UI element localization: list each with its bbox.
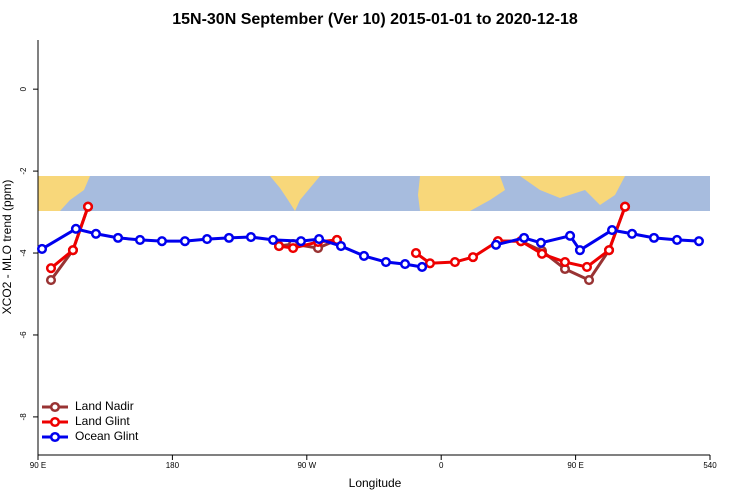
data-point [424, 258, 436, 269]
y-tick-label: -6 [19, 331, 28, 339]
data-point [201, 234, 213, 245]
x-axis-label: Longitude [349, 476, 402, 490]
data-point [410, 247, 422, 259]
y-tick-label: -8 [19, 413, 28, 421]
legend-marker [49, 416, 61, 428]
x-tick-label: 0 [439, 461, 444, 470]
data-point [223, 232, 235, 243]
data-point [574, 245, 585, 256]
data-point [449, 256, 460, 268]
data-point [273, 241, 285, 252]
y-tick-label: -2 [19, 167, 28, 175]
data-point [626, 228, 638, 239]
data-point [45, 263, 57, 274]
legend-label: Ocean Glint [75, 429, 139, 443]
data-point [606, 225, 618, 236]
data-point [134, 234, 146, 245]
legend-label: Land Glint [75, 414, 130, 428]
x-tick-label: 90 E [30, 461, 46, 470]
data-point [619, 201, 631, 212]
legend-label: Land Nadir [75, 399, 134, 413]
data-point [693, 236, 704, 247]
x-tick-label: 180 [166, 461, 180, 470]
map-strip [38, 176, 710, 211]
legend-marker [49, 401, 61, 413]
data-point [245, 232, 256, 243]
x-tick-label: 540 [703, 461, 717, 470]
data-point [82, 201, 94, 212]
data-point [648, 232, 660, 243]
data-point [295, 236, 307, 247]
data-point [519, 232, 530, 243]
data-point [535, 237, 547, 248]
chart-title: 15N-30N September (Ver 10) 2015-01-01 to… [172, 11, 578, 28]
data-point [671, 234, 683, 245]
data-point [67, 245, 78, 256]
data-point [417, 261, 428, 273]
legend-marker [49, 431, 61, 443]
data-point [156, 236, 167, 247]
data-point [313, 234, 325, 245]
data-point [45, 275, 57, 286]
data-point [335, 241, 347, 252]
data-point [604, 245, 615, 256]
data-point [380, 256, 391, 268]
data-point [70, 223, 81, 234]
data-point [90, 228, 101, 239]
x-tick-label: 90 E [567, 461, 583, 470]
data-point [536, 248, 548, 259]
data-point [358, 250, 370, 261]
data-point [581, 261, 592, 273]
data-point [36, 243, 48, 254]
data-point [583, 275, 595, 286]
data-point [467, 252, 479, 263]
data-point [288, 243, 299, 254]
y-tick-label: -4 [19, 249, 28, 257]
data-point [112, 232, 124, 243]
y-tick-label: 0 [19, 86, 28, 91]
data-point [268, 234, 279, 245]
data-point [179, 236, 190, 247]
x-tick-label: 90 W [297, 461, 316, 470]
data-point [559, 256, 571, 268]
data-point [490, 239, 502, 250]
data-point [565, 230, 576, 241]
y-axis-label: XCO2 - MLO trend (ppm) [0, 180, 14, 315]
data-point [400, 259, 411, 270]
